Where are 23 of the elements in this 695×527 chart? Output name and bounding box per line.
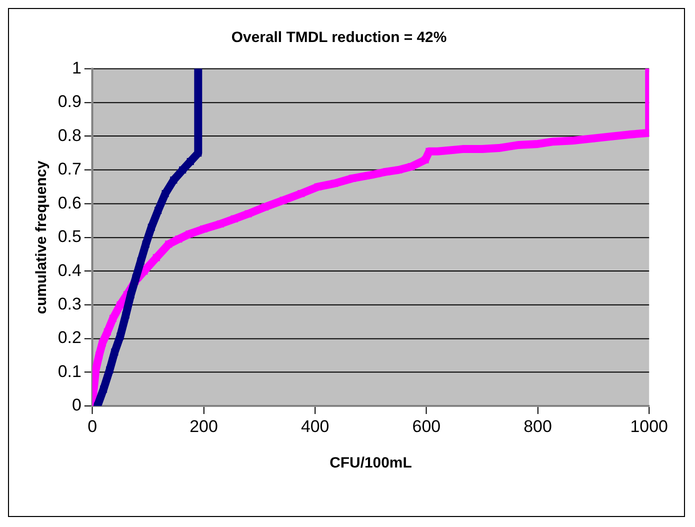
y-tick-label: 0.4 [58, 260, 82, 280]
y-tick-label: 0.9 [58, 92, 82, 112]
y-tick-label: 0.8 [58, 126, 82, 145]
x-axis-title: CFU/100mL [330, 454, 412, 472]
x-tick-label: 600 [412, 416, 441, 436]
y-tick-label: 0.7 [58, 160, 82, 179]
chart-title: Overall TMDL reduction = 42% [231, 29, 447, 46]
x-tick-label: 1000 [630, 416, 668, 436]
y-tick-label: 0.6 [58, 193, 82, 212]
y-tick-label: 0 [72, 396, 82, 415]
y-tick-label: 0.1 [58, 362, 82, 381]
y-tick-label: 1 [72, 58, 82, 78]
x-tick-label: 0 [88, 416, 98, 436]
y-tick-label: 0.5 [58, 227, 82, 246]
y-tick-label: 0.2 [58, 328, 82, 348]
point [179, 166, 186, 174]
x-tick-label: 200 [190, 416, 218, 436]
x-tick-label: 800 [524, 416, 552, 436]
point [92, 382, 98, 390]
x-tick-label: 400 [300, 416, 330, 436]
y-axis-title: cumulative frequency [33, 160, 50, 314]
point [152, 254, 160, 262]
y-tick-label: 0.3 [58, 294, 82, 314]
